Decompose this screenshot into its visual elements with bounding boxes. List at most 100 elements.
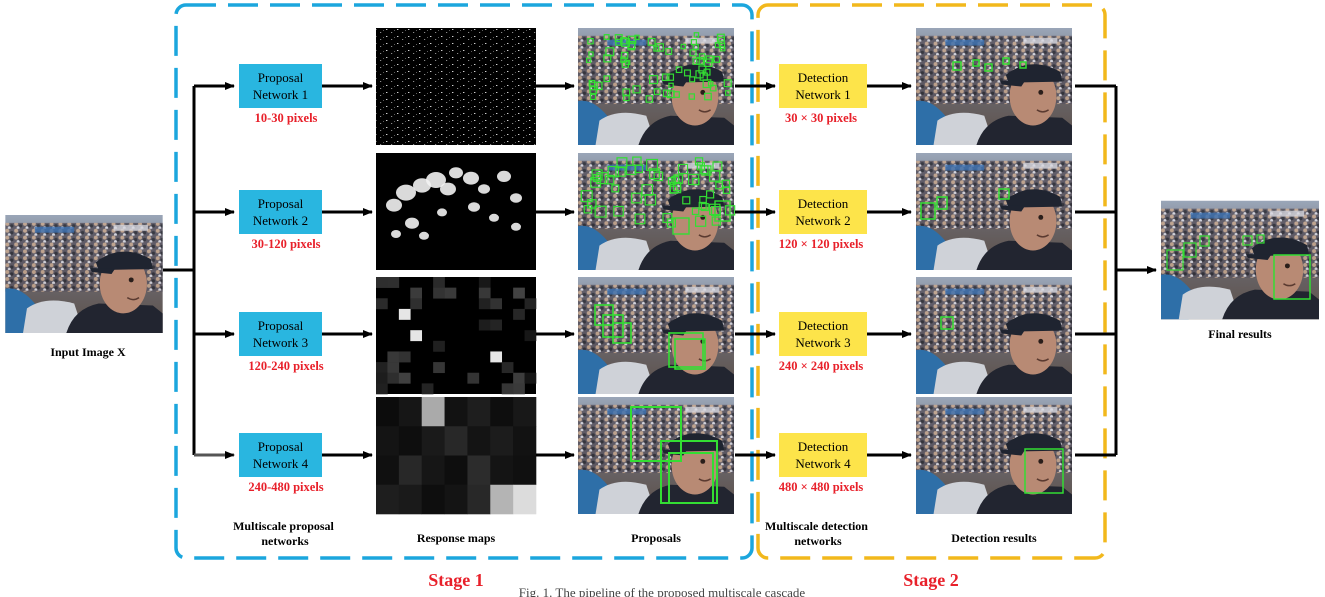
response-cell xyxy=(444,484,468,515)
proposal-bbox xyxy=(672,217,690,235)
proposal-bbox xyxy=(623,94,630,102)
proposal-bbox xyxy=(714,200,731,222)
proposal-bbox xyxy=(698,53,706,60)
proposal-bbox xyxy=(674,338,706,370)
response-cell xyxy=(478,298,491,310)
proposal-bbox xyxy=(634,34,640,40)
response-cell xyxy=(478,319,491,331)
input-image xyxy=(5,215,163,333)
response-cell xyxy=(433,287,445,299)
proposal-bbox xyxy=(627,42,636,51)
final-bbox xyxy=(1199,235,1210,247)
proposal-bbox xyxy=(594,205,607,218)
detection-network-label: Detection xyxy=(798,439,849,454)
proposal-bbox xyxy=(580,190,593,203)
fanout-connectors xyxy=(163,82,235,459)
proposal-bbox xyxy=(689,76,696,83)
detection-result-image xyxy=(915,277,1073,394)
response-cell xyxy=(513,455,537,486)
proposal-bbox xyxy=(713,56,721,63)
proposal-bbox xyxy=(696,56,705,65)
response-cell xyxy=(490,426,514,456)
response-cell xyxy=(513,383,525,395)
detection-network-label: Network 3 xyxy=(795,335,850,350)
proposal-network-label: Network 2 xyxy=(253,213,308,228)
proposal-bbox xyxy=(589,86,598,94)
proposal-bbox xyxy=(691,207,700,216)
response-cell xyxy=(376,397,400,427)
response-cell xyxy=(467,397,491,427)
proposal-bbox xyxy=(698,65,707,74)
response-blob xyxy=(468,202,480,212)
proposal-bbox xyxy=(613,205,624,217)
proposal-bbox xyxy=(588,51,594,57)
response-cell xyxy=(433,277,445,288)
proposal-bbox xyxy=(698,201,707,210)
response-cell xyxy=(490,319,503,331)
proposal-bbox xyxy=(721,179,731,188)
response-cell xyxy=(433,362,445,374)
proposal-bbox xyxy=(704,92,712,101)
response-cell xyxy=(444,426,468,456)
proposal-bbox xyxy=(662,212,673,223)
final-bbox xyxy=(1183,242,1197,258)
final-face-bbox xyxy=(1273,254,1311,300)
proposal-bbox xyxy=(666,90,675,99)
proposal-network-label: Network 3 xyxy=(253,335,308,350)
proposal-bbox xyxy=(661,73,670,82)
detection-input-size: 240 × 240 pixels xyxy=(779,359,864,373)
proposal-network-box xyxy=(239,64,322,108)
proposal-bbox xyxy=(589,93,597,100)
proposals-image xyxy=(577,397,735,514)
response-cell xyxy=(410,298,423,310)
proposal-network-box xyxy=(239,312,322,356)
proposal-bbox xyxy=(646,158,659,171)
proposal-bbox xyxy=(616,157,628,169)
proposal-bbox xyxy=(723,79,732,88)
response-cell xyxy=(513,484,537,515)
response-cell xyxy=(467,426,491,456)
input-label: Input Image X xyxy=(50,345,126,359)
response-cell xyxy=(398,426,423,456)
response-cell xyxy=(410,330,423,342)
detection-network-box xyxy=(779,64,867,108)
final-image xyxy=(1161,200,1319,320)
proposal-network-label: Network 1 xyxy=(253,87,308,102)
proposal-network-label: Proposal xyxy=(258,70,304,85)
proposal-scale-range: 30-120 pixels xyxy=(251,237,320,251)
response-cell xyxy=(513,308,525,320)
response-cell xyxy=(478,287,491,299)
proposal-bbox xyxy=(603,75,611,83)
response-cell xyxy=(421,484,445,515)
response-blob xyxy=(449,167,463,179)
response-blob xyxy=(386,198,402,212)
response-maps-column-label: Response maps xyxy=(417,531,496,545)
proposal-bbox xyxy=(668,452,714,504)
proposal-bbox xyxy=(603,54,612,63)
proposal-bbox xyxy=(719,45,726,52)
response-cell xyxy=(387,277,400,288)
response-cell xyxy=(376,298,388,310)
response-cell xyxy=(421,426,445,456)
response-blob xyxy=(478,184,490,194)
proposal-bbox xyxy=(694,157,704,166)
response-cell xyxy=(421,455,445,486)
proposal-bbox xyxy=(634,164,644,174)
detection-bbox xyxy=(984,63,993,72)
proposal-bbox xyxy=(649,75,659,85)
response-blob xyxy=(440,182,456,196)
stage1-frame xyxy=(174,3,754,560)
detection-result-image xyxy=(915,153,1073,270)
proposal-bbox xyxy=(688,93,695,100)
proposal-bbox xyxy=(669,185,678,194)
response-cell xyxy=(490,351,503,363)
response-cell xyxy=(376,362,388,374)
detection-bbox xyxy=(952,61,962,71)
response-blob xyxy=(497,170,511,182)
proposal-bbox xyxy=(675,66,683,74)
detection-bbox xyxy=(1019,61,1027,69)
response-cell xyxy=(433,340,445,352)
response-cell xyxy=(398,397,423,427)
response-blob xyxy=(437,208,447,217)
proposal-bbox xyxy=(655,43,664,52)
